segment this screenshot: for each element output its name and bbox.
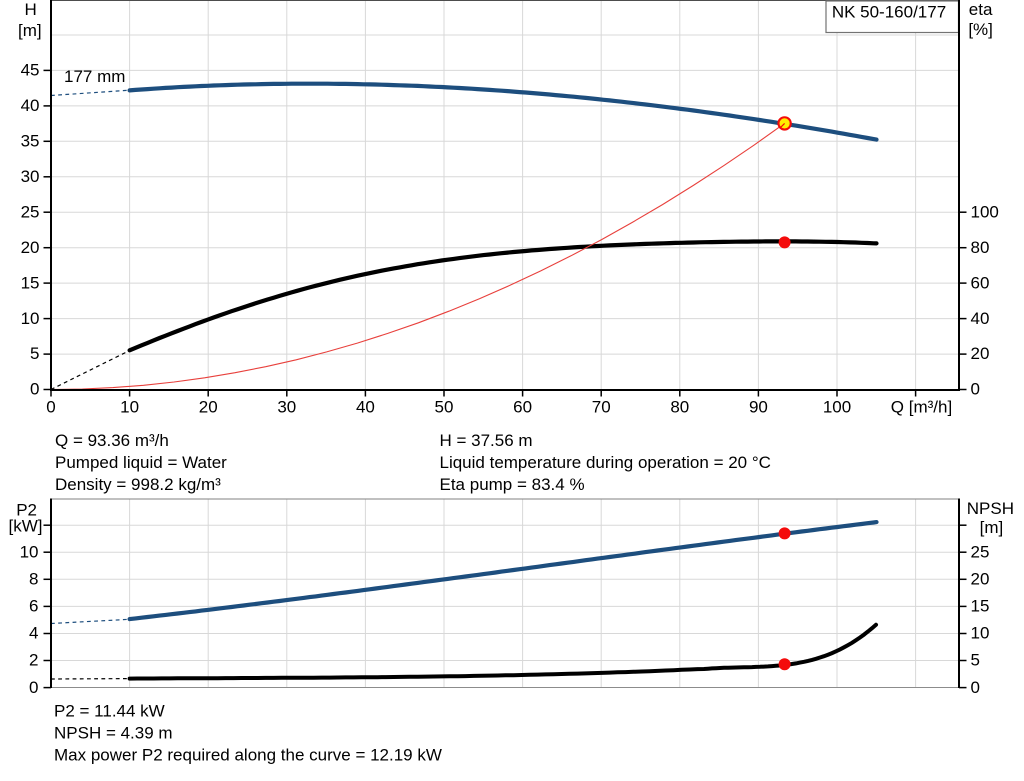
svg-text:40: 40 <box>971 309 990 328</box>
svg-text:50: 50 <box>435 397 454 416</box>
svg-text:60: 60 <box>513 397 532 416</box>
svg-text:P2: P2 <box>16 500 37 519</box>
svg-text:[m]: [m] <box>980 518 1004 537</box>
svg-text:NPSH = 4.39 m: NPSH = 4.39 m <box>54 724 173 743</box>
svg-text:6: 6 <box>29 597 38 616</box>
svg-text:0: 0 <box>971 678 980 697</box>
svg-text:eta: eta <box>969 0 993 19</box>
svg-text:5: 5 <box>30 344 39 363</box>
svg-text:NPSH: NPSH <box>967 499 1014 518</box>
svg-text:0: 0 <box>30 380 39 399</box>
svg-text:177 mm: 177 mm <box>64 67 125 86</box>
svg-text:60: 60 <box>971 273 990 292</box>
svg-text:10: 10 <box>971 624 990 643</box>
svg-text:20: 20 <box>21 238 40 257</box>
svg-text:Liquid temperature during oper: Liquid temperature during operation = 20… <box>440 453 771 472</box>
svg-text:100: 100 <box>823 397 851 416</box>
svg-text:35: 35 <box>21 132 40 151</box>
svg-text:[kW]: [kW] <box>9 517 43 536</box>
svg-text:Eta pump = 83.4 %: Eta pump = 83.4 % <box>440 475 585 494</box>
svg-text:[m]: [m] <box>18 21 42 40</box>
svg-text:H = 37.56 m: H = 37.56 m <box>440 431 533 450</box>
svg-text:45: 45 <box>21 61 40 80</box>
svg-text:NK 50-160/177: NK 50-160/177 <box>832 2 946 21</box>
svg-text:10: 10 <box>21 309 40 328</box>
svg-text:70: 70 <box>592 397 611 416</box>
svg-text:30: 30 <box>21 167 40 186</box>
svg-text:20: 20 <box>971 570 990 589</box>
svg-text:40: 40 <box>21 96 40 115</box>
svg-text:90: 90 <box>749 397 768 416</box>
svg-text:25: 25 <box>21 202 40 221</box>
svg-text:Max power P2 required along th: Max power P2 required along the curve = … <box>54 746 442 765</box>
svg-text:80: 80 <box>670 397 689 416</box>
svg-text:15: 15 <box>21 273 40 292</box>
svg-text:Q [m³/h]: Q [m³/h] <box>891 397 952 416</box>
svg-text:80: 80 <box>971 238 990 257</box>
svg-text:0: 0 <box>46 397 55 416</box>
svg-text:4: 4 <box>29 624 38 643</box>
svg-text:10: 10 <box>120 397 139 416</box>
svg-text:40: 40 <box>356 397 375 416</box>
svg-text:15: 15 <box>971 597 990 616</box>
svg-text:5: 5 <box>971 651 980 670</box>
svg-text:20: 20 <box>199 397 218 416</box>
svg-text:100: 100 <box>971 202 999 221</box>
svg-text:Pumped liquid = Water: Pumped liquid = Water <box>55 453 227 472</box>
svg-text:25: 25 <box>971 543 990 562</box>
svg-text:Q = 93.36 m³/h: Q = 93.36 m³/h <box>55 431 169 450</box>
svg-text:Density = 998.2 kg/m³: Density = 998.2 kg/m³ <box>55 475 221 494</box>
svg-text:2: 2 <box>29 651 38 670</box>
svg-text:10: 10 <box>20 543 39 562</box>
svg-text:0: 0 <box>29 678 38 697</box>
svg-text:H: H <box>25 0 37 19</box>
svg-text:20: 20 <box>971 344 990 363</box>
svg-text:0: 0 <box>971 380 980 399</box>
svg-text:P2 = 11.44 kW: P2 = 11.44 kW <box>54 702 165 721</box>
svg-text:30: 30 <box>277 397 296 416</box>
svg-text:8: 8 <box>29 570 38 589</box>
svg-text:[%]: [%] <box>968 20 993 39</box>
